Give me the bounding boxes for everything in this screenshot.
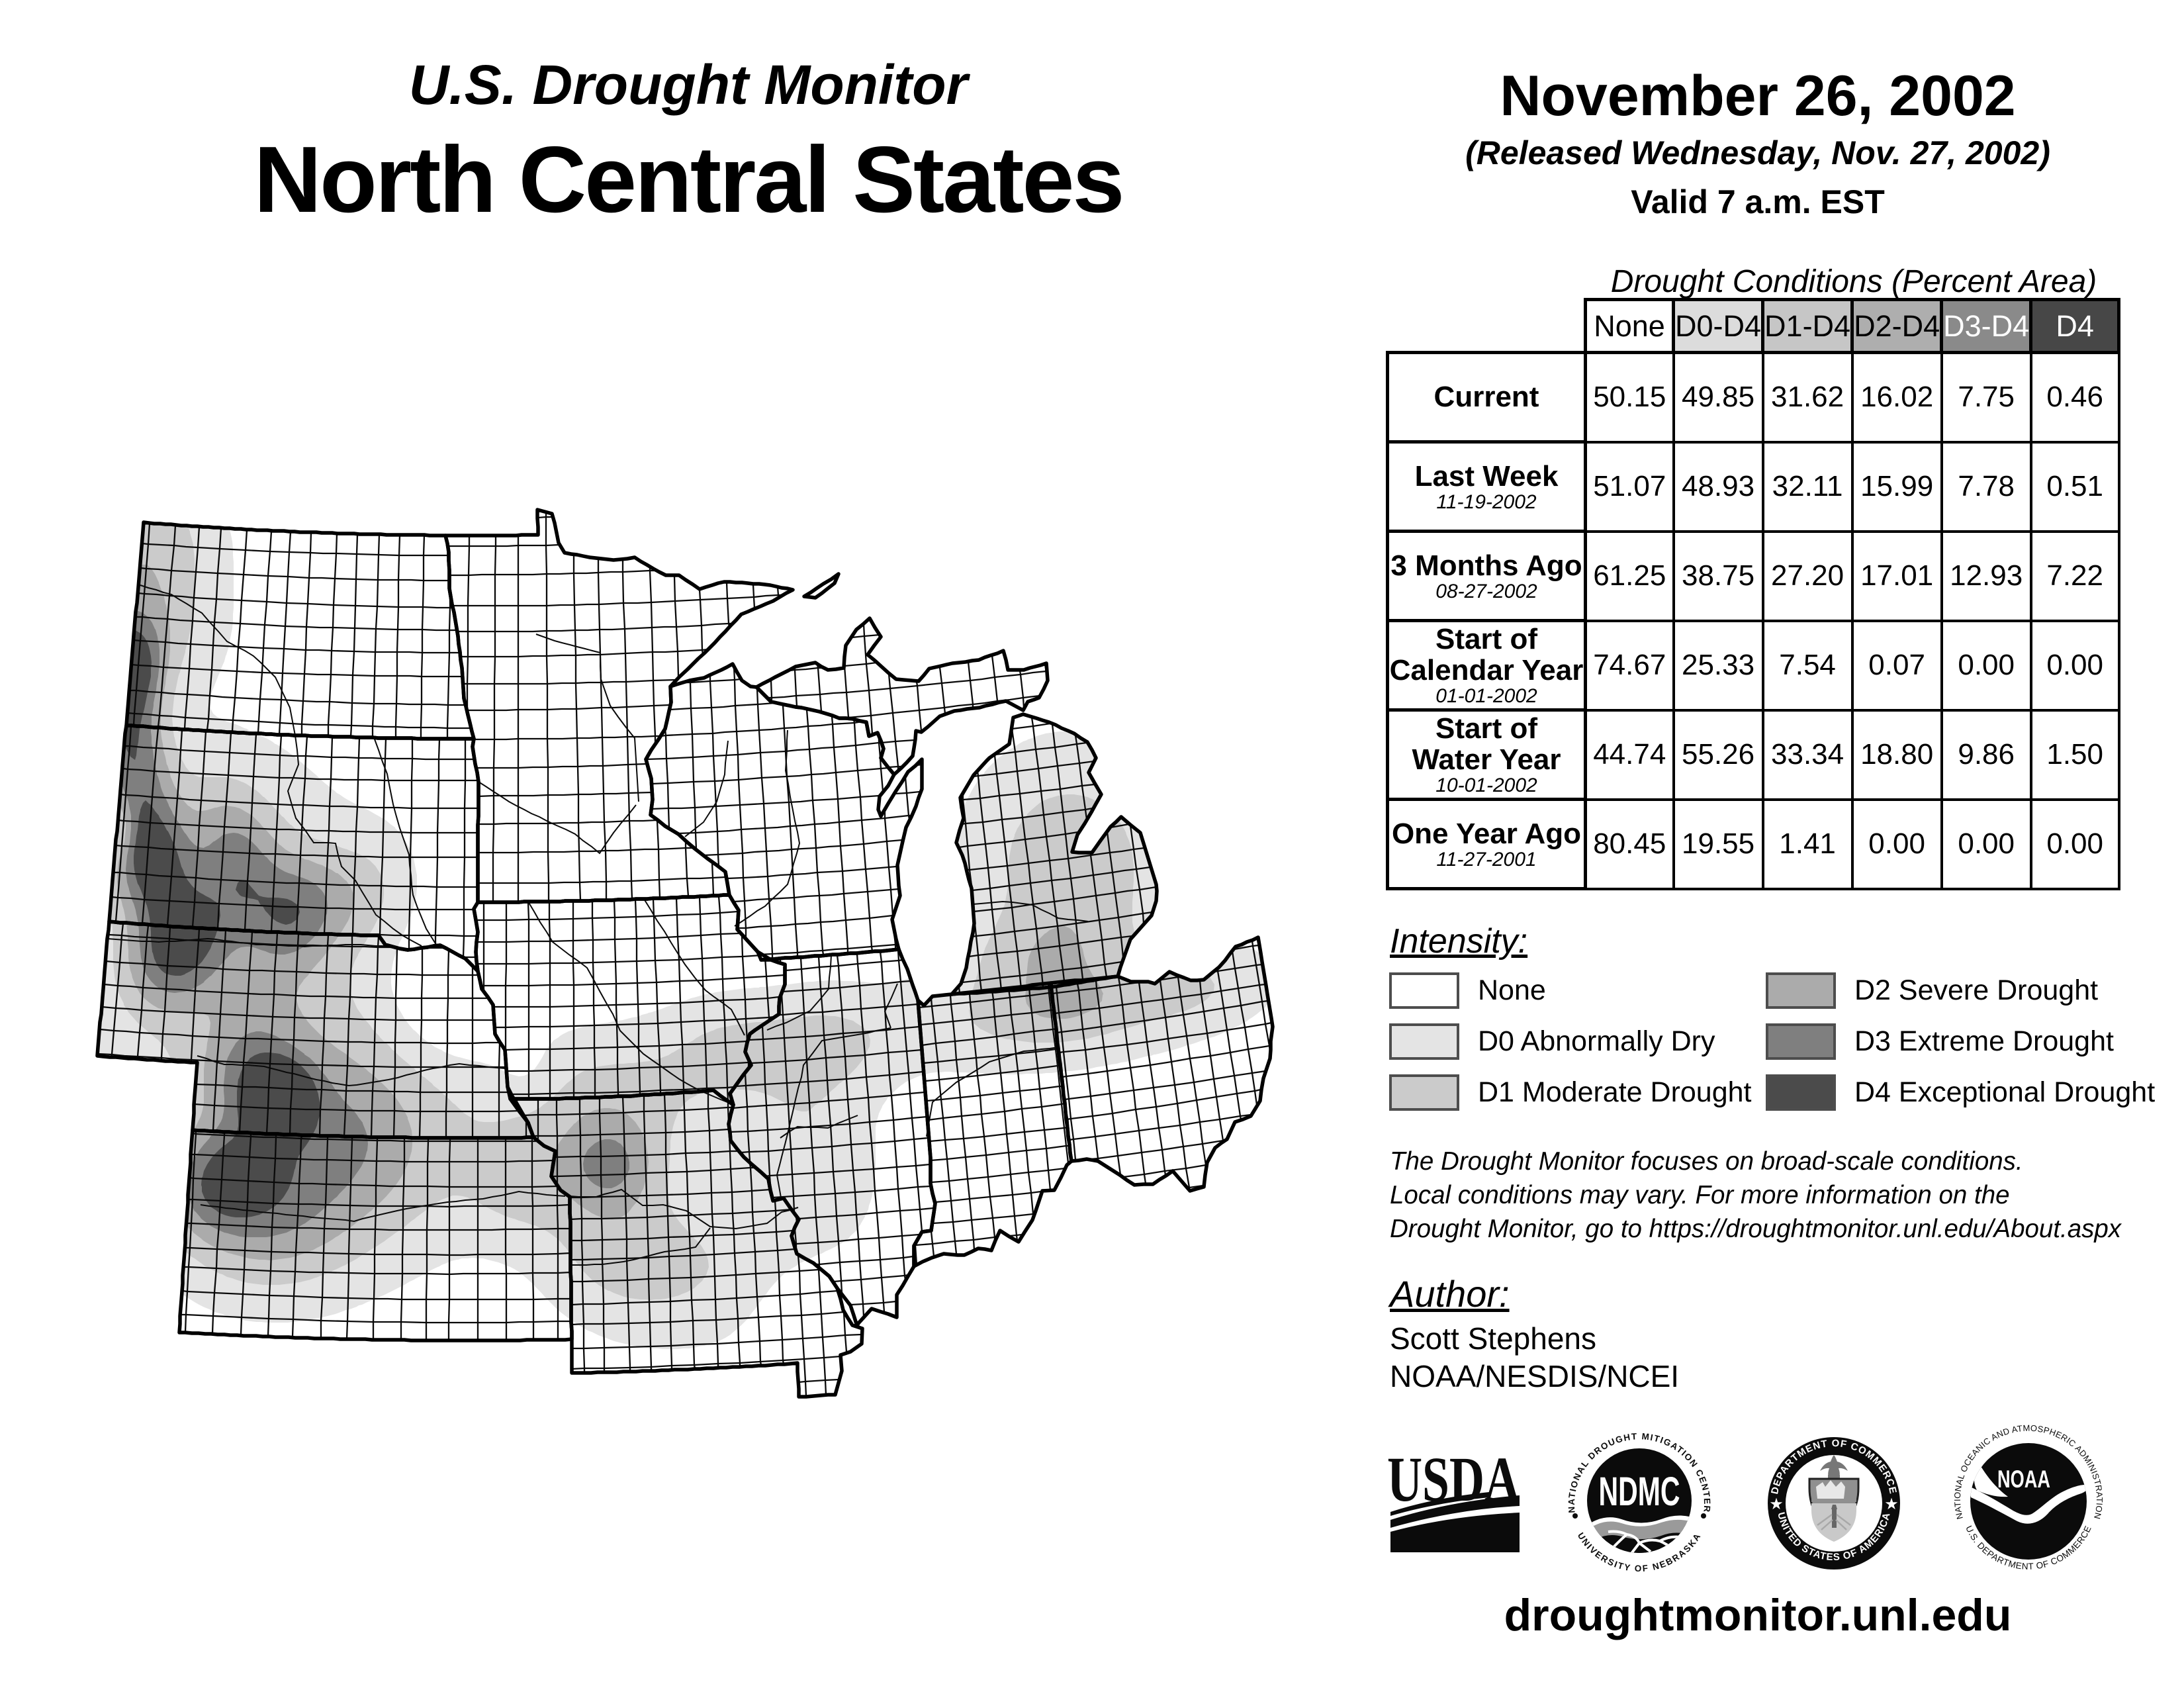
svg-text:NOAA: NOAA [1997,1466,2050,1493]
svg-text:NDMC: NDMC [1599,1469,1680,1514]
svg-text:★: ★ [1769,1495,1784,1513]
svg-text:★: ★ [1884,1495,1899,1513]
